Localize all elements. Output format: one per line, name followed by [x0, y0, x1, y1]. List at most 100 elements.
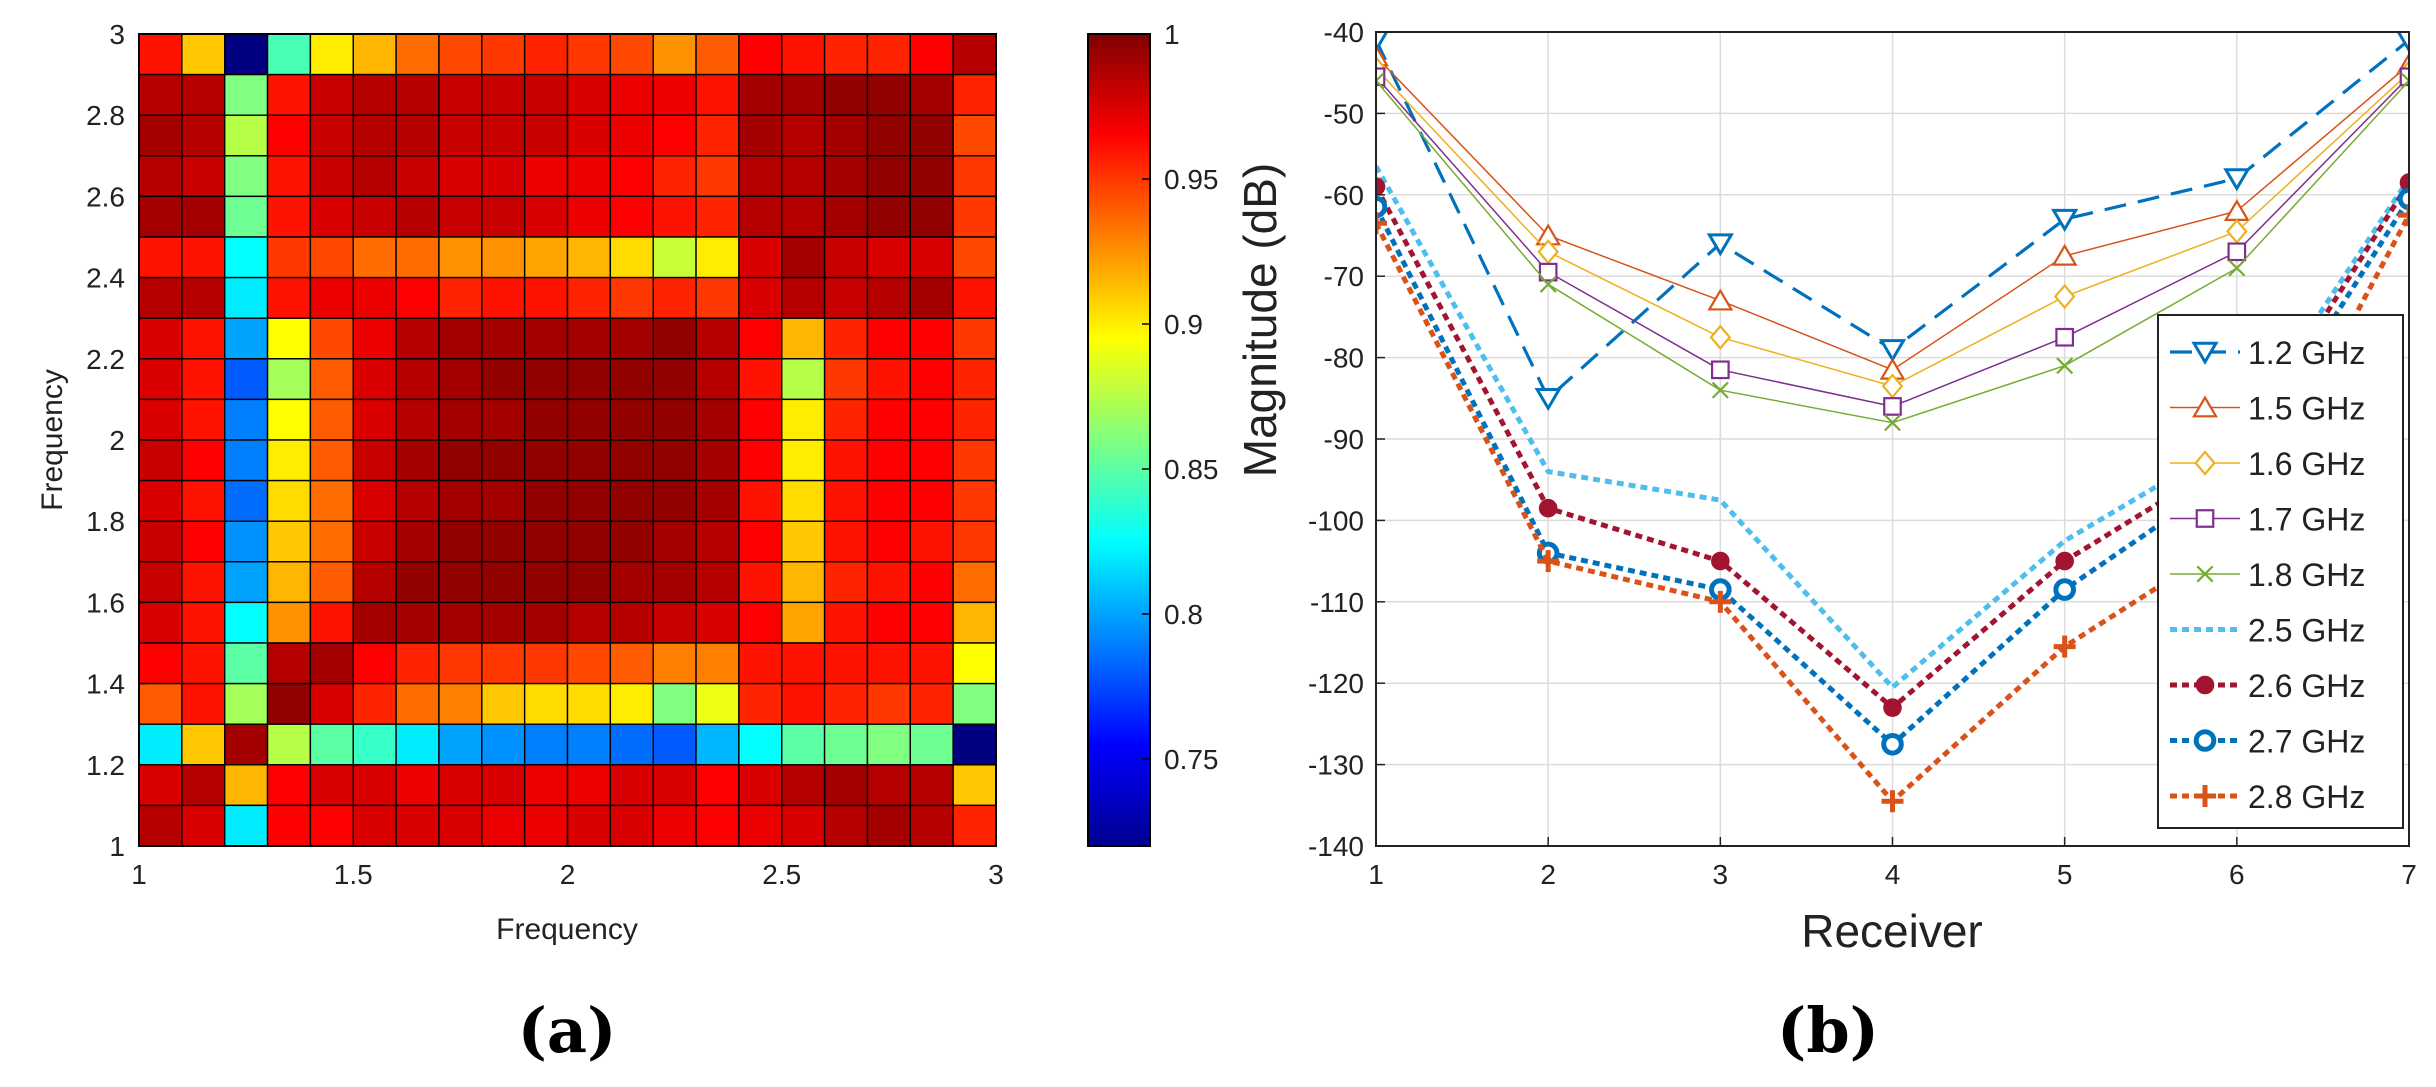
data-point-marker [2191, 341, 2219, 365]
heatmap-cell [266, 236, 312, 279]
heatmap-cell [309, 439, 354, 482]
legend-label: 2.5 GHz [2248, 613, 2365, 649]
heatmap-cell [352, 33, 397, 76]
heatmap-y-tick-label: 2.2 [86, 344, 125, 375]
heatmap-cell [566, 764, 612, 807]
heatmap-cell [523, 439, 569, 482]
heatmap-cell [309, 276, 354, 319]
line-y-tick-label: -90 [1324, 424, 1364, 455]
heatmap-cell [223, 398, 269, 441]
heatmap-cell [438, 682, 483, 725]
line-y-tick-label: -100 [1308, 505, 1364, 536]
heatmap-cell [523, 520, 569, 563]
heatmap-cell [823, 33, 869, 76]
heatmap-cell [738, 642, 783, 685]
heatmap-cell [395, 520, 440, 563]
heatmap-cell [781, 33, 826, 76]
legend-item: 1.8 GHz [2170, 557, 2365, 593]
heatmap-cell [309, 804, 354, 847]
heatmap-cell [138, 561, 183, 604]
heatmap-cell [909, 398, 954, 441]
heatmap-cell [181, 520, 226, 563]
heatmap-cell [309, 479, 354, 522]
heatmap-cell [866, 561, 912, 604]
heatmap-cell [181, 439, 226, 482]
heatmap-cell [695, 33, 740, 76]
data-point-marker [1881, 732, 1904, 756]
heatmap-cell [909, 114, 954, 157]
heatmap-cell [866, 236, 912, 279]
heatmap-cell [866, 155, 912, 198]
heatmap-cell [523, 114, 569, 157]
heatmap-cell [309, 764, 354, 807]
heatmap-cell [609, 398, 654, 441]
heatmap-cell [652, 317, 697, 360]
heatmap-y-tick-label: 1.4 [86, 669, 125, 700]
heatmap-cell [738, 73, 783, 116]
heatmap-y-tick-label: 3 [109, 19, 125, 50]
data-point-marker [1376, 177, 1386, 196]
data-point-marker [2195, 509, 2215, 528]
colorbar-tick-label: 1 [1164, 19, 1180, 50]
line-x-tick-label: 5 [2057, 859, 2073, 890]
heatmap-cell [138, 723, 183, 766]
heatmap-cell [695, 561, 740, 604]
heatmap-cell [309, 561, 354, 604]
heatmap-cell [181, 601, 226, 644]
data-point-marker [2193, 729, 2217, 752]
heatmap-cell [695, 276, 740, 319]
heatmap-cell [223, 804, 269, 847]
heatmap-cell [609, 642, 654, 685]
heatmap-cell [523, 764, 569, 807]
heatmap-cell [823, 398, 869, 441]
heatmap-cell [309, 520, 354, 563]
heatmap-cell [652, 642, 697, 685]
heatmap-cell [138, 601, 183, 644]
heatmap-cell [695, 398, 740, 441]
heatmap-cell [223, 723, 269, 766]
data-point-marker [1883, 698, 1902, 717]
heatmap-cell [138, 439, 183, 482]
heatmap-cell [652, 236, 697, 279]
heatmap-cell [866, 73, 912, 116]
heatmap-cell [481, 358, 526, 401]
heatmap-cell [609, 723, 654, 766]
heatmap-cell [738, 764, 783, 807]
heatmap-cell [609, 804, 654, 847]
heatmap-cell [781, 398, 826, 441]
heatmap-x-tick-label: 2 [560, 859, 576, 890]
heatmap-cell [395, 723, 440, 766]
heatmap-cell [395, 358, 440, 401]
heatmap-cell [909, 236, 954, 279]
data-point-marker [1539, 275, 1557, 293]
heatmap-cell [609, 520, 654, 563]
data-point-marker [1884, 414, 1901, 432]
line-y-tick-label: -130 [1308, 750, 1364, 781]
data-point-marker [2053, 283, 2076, 310]
heatmap-cell [481, 764, 526, 807]
heatmap-cell [481, 236, 526, 279]
heatmap-cell [395, 155, 440, 198]
line-x-tick-label: 2 [1540, 859, 1556, 890]
heatmap-cell [738, 439, 783, 482]
data-point-marker [1534, 388, 1562, 412]
heatmap-cell [266, 33, 312, 76]
heatmap-cell [181, 479, 226, 522]
heatmap-cell [652, 723, 697, 766]
heatmap-cell [952, 317, 997, 360]
heatmap-cell [909, 764, 954, 807]
heatmap-cell [652, 682, 697, 725]
heatmap-cell [223, 358, 269, 401]
heatmap-cell [909, 804, 954, 847]
heatmap-cell [481, 195, 526, 238]
legend-item: 1.5 GHz [2170, 391, 2365, 427]
heatmap-cell [652, 398, 697, 441]
heatmap-cell [738, 601, 783, 644]
heatmap-cell [523, 276, 569, 319]
heatmap-cell [395, 479, 440, 522]
heatmap-cell [352, 114, 397, 157]
heatmap-cell [395, 276, 440, 319]
heatmap-cell [738, 236, 783, 279]
heatmap-cell [138, 642, 183, 685]
data-point-marker [2192, 395, 2218, 418]
